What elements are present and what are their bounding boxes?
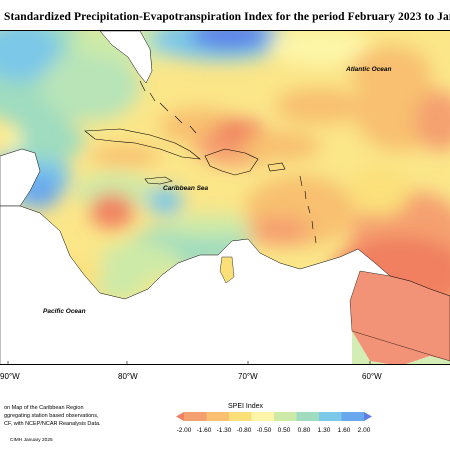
south-america bbox=[0, 205, 450, 364]
hispaniola bbox=[204, 148, 259, 176]
legend-tick-label: -0.80 bbox=[236, 427, 252, 434]
lake-maracaibo bbox=[219, 256, 235, 284]
islands bbox=[84, 80, 317, 244]
legend-tick-label: 0.80 bbox=[297, 427, 311, 434]
lesser-antilles bbox=[299, 175, 317, 244]
pacific-ocean-label: Pacific Ocean bbox=[43, 308, 86, 315]
legend-swatch-8 bbox=[341, 412, 365, 421]
legend-tick-label: 0.50 bbox=[277, 427, 291, 434]
legend-swatch-9 bbox=[364, 412, 372, 421]
cuba bbox=[84, 128, 201, 160]
grid-ticks bbox=[7, 361, 371, 364]
longitude-label-90w: 90°W bbox=[0, 372, 20, 381]
map-title: Standardized Precipitation-Evapotranspir… bbox=[4, 11, 450, 23]
legend-tick-label: 2.00 bbox=[357, 427, 371, 434]
longitude-label-80w: 80°W bbox=[118, 372, 138, 381]
legend-tick-label: 1.60 bbox=[337, 427, 351, 434]
atlantic-ocean-label: Atlantic Ocean bbox=[346, 66, 392, 73]
legend-swatch-1 bbox=[184, 412, 207, 421]
note-line-3: CF, with NCEP/NCAR Reanalysis Data. bbox=[4, 421, 101, 427]
legend-tick-label: -1.30 bbox=[216, 427, 232, 434]
legend-swatch-5 bbox=[274, 412, 297, 421]
map-area bbox=[0, 30, 450, 365]
caribbean-sea-label: Caribbean Sea bbox=[163, 185, 209, 192]
jamaica bbox=[144, 176, 173, 185]
legend-tick-label: -2.00 bbox=[176, 427, 192, 434]
legend-swatch-2 bbox=[206, 412, 230, 421]
legend-tick-label: -1.60 bbox=[196, 427, 212, 434]
legend-color-bar bbox=[176, 412, 372, 421]
note-line-2: ggregating station based observations, bbox=[4, 413, 99, 419]
amazon-field bbox=[352, 331, 450, 364]
puerto-rico bbox=[267, 162, 286, 172]
legend-tick-label: 1.30 bbox=[317, 427, 331, 434]
legend-tick-label: -0.50 bbox=[256, 427, 272, 434]
legend-swatch-3 bbox=[229, 412, 252, 421]
legend-swatch-7 bbox=[319, 412, 342, 421]
land-masses bbox=[0, 31, 450, 364]
bahamas bbox=[139, 80, 197, 134]
credit-text: CIMH January 2025 bbox=[10, 438, 53, 443]
guianas-field bbox=[350, 271, 450, 364]
legend-title: SPEI Index bbox=[228, 403, 264, 410]
note-line-1: on Map of the Caribbean Region bbox=[4, 405, 84, 411]
legend-swatch-6 bbox=[296, 412, 320, 421]
longitude-label-60w: 60°W bbox=[362, 372, 382, 381]
legend-swatch-0 bbox=[176, 412, 184, 421]
longitude-label-70w: 70°W bbox=[238, 372, 258, 381]
florida bbox=[99, 31, 153, 84]
legend-swatch-4 bbox=[251, 412, 275, 421]
spei-map bbox=[0, 31, 450, 364]
